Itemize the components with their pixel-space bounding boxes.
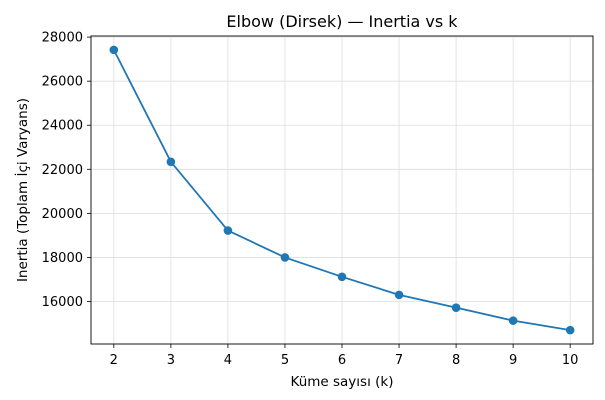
data-point	[109, 45, 119, 55]
data-point	[280, 253, 290, 262]
x-tick-label: 7	[395, 353, 403, 368]
y-tick-label: 18000	[42, 251, 83, 266]
y-axis-ticks: 16000 18000 20000 22000 24000 26000 28000	[42, 31, 91, 310]
data-point	[565, 325, 575, 335]
data-point	[451, 303, 461, 312]
y-axis-label: Inertia (Toplam İçi Varyans)	[13, 98, 31, 282]
x-axis-ticks: 2 3 4 5 6 7 8 9 10	[110, 344, 579, 368]
y-tick-label: 28000	[42, 31, 83, 46]
series-inertia	[109, 45, 575, 335]
y-tick-label: 22000	[42, 163, 83, 178]
y-tick-label: 20000	[42, 207, 83, 222]
x-tick-label: 6	[338, 353, 346, 368]
x-tick-label: 2	[110, 353, 118, 368]
grid	[91, 36, 593, 344]
data-point	[223, 226, 233, 235]
x-tick-label: 3	[167, 353, 175, 368]
x-axis-label: Küme sayısı (k)	[291, 374, 394, 390]
plot-frame	[90, 35, 594, 345]
data-point	[166, 157, 176, 167]
y-tick-label: 16000	[42, 295, 83, 310]
data-point	[508, 316, 518, 325]
x-tick-label: 4	[224, 353, 232, 368]
chart-title: Elbow (Dirsek) — Inertia vs k	[226, 12, 458, 31]
x-tick-label: 9	[509, 353, 517, 368]
y-tick-label: 24000	[42, 119, 83, 134]
data-point	[337, 272, 347, 282]
y-tick-label: 26000	[42, 75, 83, 90]
x-tick-label: 8	[452, 353, 460, 368]
x-tick-label: 5	[281, 353, 289, 368]
data-point	[394, 290, 404, 300]
x-tick-label: 10	[562, 353, 579, 368]
